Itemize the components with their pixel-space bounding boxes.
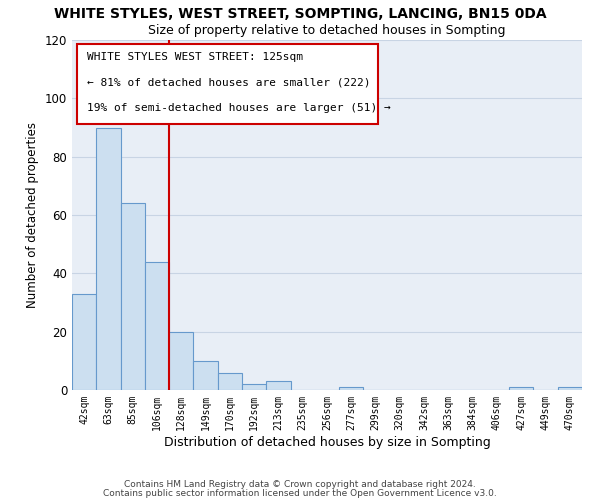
Bar (558, 387, 582, 390)
Text: WHITE STYLES WEST STREET: 125sqm: WHITE STYLES WEST STREET: 125sqm (88, 52, 304, 62)
Text: WHITE STYLES, WEST STREET, SOMPTING, LANCING, BN15 0DA: WHITE STYLES, WEST STREET, SOMPTING, LAN… (53, 8, 547, 22)
X-axis label: Distribution of detached houses by size in Sompting: Distribution of detached houses by size … (164, 436, 490, 448)
Bar (242, 384, 266, 390)
Bar (266, 381, 290, 390)
Bar (193, 361, 218, 390)
FancyBboxPatch shape (77, 44, 378, 124)
Bar (509, 387, 533, 390)
Bar (218, 372, 242, 390)
Text: Contains HM Land Registry data © Crown copyright and database right 2024.: Contains HM Land Registry data © Crown c… (124, 480, 476, 489)
Text: Contains public sector information licensed under the Open Government Licence v3: Contains public sector information licen… (103, 488, 497, 498)
Bar (169, 332, 193, 390)
Bar (121, 204, 145, 390)
Bar (72, 294, 96, 390)
Bar (96, 128, 121, 390)
Title: Size of property relative to detached houses in Sompting: Size of property relative to detached ho… (148, 24, 506, 38)
Y-axis label: Number of detached properties: Number of detached properties (26, 122, 39, 308)
Text: 19% of semi-detached houses are larger (51) →: 19% of semi-detached houses are larger (… (88, 104, 391, 114)
Text: ← 81% of detached houses are smaller (222): ← 81% of detached houses are smaller (22… (88, 78, 371, 88)
Bar (339, 387, 364, 390)
Bar (145, 262, 169, 390)
